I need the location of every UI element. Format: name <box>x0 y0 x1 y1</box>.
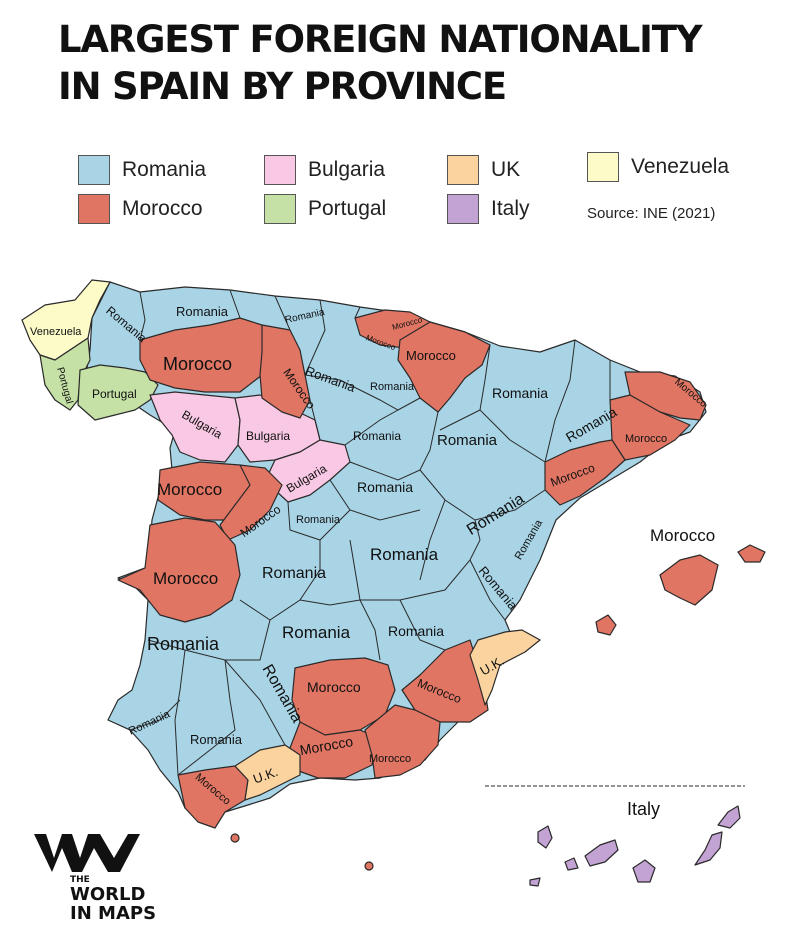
region-morocco-tarragona <box>544 439 626 506</box>
logo-in-maps: IN MAPS <box>70 903 157 924</box>
label-morocco-jaen: Morocco <box>307 679 361 695</box>
legend-swatch-bulgaria <box>264 155 296 185</box>
label-romania-huesca: Romania <box>492 385 548 401</box>
map-title: LARGEST FOREIGN NATIONALITY IN SPAIN BY … <box>58 16 778 110</box>
label-romania-toledo: Romania <box>262 565 326 582</box>
region-italy-hierro <box>529 877 541 887</box>
region-morocco-melilla <box>364 861 374 871</box>
label-italy-canary: Italy <box>627 799 660 819</box>
region-morocco-navarra <box>397 321 491 413</box>
region-morocco-menorca <box>737 544 766 563</box>
label-morocco-almeria: Morocco <box>369 753 411 765</box>
label-romania-rioja: Romania <box>370 381 415 393</box>
label-bulgaria-valladolid: Bulgaria <box>246 429 290 443</box>
source-note: Source: INE (2021) <box>587 205 716 222</box>
title-line-2: IN SPAIN BY PROVINCE <box>58 65 507 108</box>
label-morocco-navarra: Morocco <box>406 348 456 363</box>
label-venezuela: Venezuela <box>30 326 82 338</box>
legend-label-uk: UK <box>491 158 521 181</box>
region-morocco-cadiz <box>177 765 249 829</box>
region-italy-gomera <box>564 857 579 871</box>
label-morocco-barcelona: Morocco <box>625 433 667 445</box>
legend-label-italy: Italy <box>491 197 530 220</box>
region-italy-lanzarote <box>717 805 741 829</box>
legend-label-bulgaria: Bulgaria <box>308 158 386 181</box>
label-morocco-salamanca: Morocco <box>157 480 222 499</box>
the-world-in-maps-logo-icon <box>34 834 140 872</box>
legend-label-romania: Romania <box>122 158 207 181</box>
label-morocco-balearic: Morocco <box>650 526 715 545</box>
legend-swatch-romania <box>78 155 110 185</box>
region-portugal-ourense <box>77 364 159 421</box>
label-romania-ciudad-real: Romania <box>282 623 351 642</box>
label-romania-asturias-north: Romania <box>176 304 229 319</box>
title-line-1: LARGEST FOREIGN NATIONALITY <box>58 18 703 61</box>
region-italy-fuerteventura <box>694 831 723 866</box>
legend-swatch-uk <box>447 155 479 185</box>
label-romania-soria: Romania <box>353 429 401 443</box>
legend-label-venezuela: Venezuela <box>631 155 730 178</box>
label-romania-madrid: Romania <box>296 514 341 526</box>
label-romania-cuenca: Romania <box>370 545 439 564</box>
legend-label-portugal: Portugal <box>308 197 387 220</box>
label-romania-albacete: Romania <box>388 623 444 639</box>
label-morocco-asturias: Morocco <box>163 354 232 374</box>
region-italy-tenerife <box>584 839 619 867</box>
label-morocco-caceres: Morocco <box>153 569 218 588</box>
region-morocco-ceuta <box>230 833 240 843</box>
region-morocco-mallorca <box>659 554 719 606</box>
label-portugal-ourense: Portugal <box>92 387 137 401</box>
region-uk-alicante <box>469 629 541 706</box>
region-bulgaria-leon <box>149 391 241 463</box>
legend-swatch-italy <box>447 194 479 224</box>
region-morocco-almeria <box>364 704 441 779</box>
label-romania-badajoz: Romania <box>147 634 220 654</box>
region-uk-malaga <box>234 744 301 801</box>
region-morocco-caceres <box>117 517 241 623</box>
logo-wordmark: THE WORLD IN MAPS <box>70 875 156 923</box>
region-morocco-burgos <box>259 324 311 419</box>
label-romania-zaragoza: Romania <box>437 432 498 449</box>
province-borders <box>129 289 611 776</box>
label-romania-guadalajara: Romania <box>357 479 413 495</box>
logo-world: WORLD <box>70 884 146 905</box>
logo-the: THE <box>70 875 90 885</box>
label-romania-sevilla: Romania <box>190 732 243 747</box>
region-italy-la-palma <box>537 825 553 849</box>
region-morocco-avila <box>219 464 283 541</box>
region-italy-gran-canaria <box>632 859 656 883</box>
legend-swatch-morocco <box>78 194 110 224</box>
legend-label-morocco: Morocco <box>122 197 203 220</box>
legend-swatch-portugal <box>264 194 296 224</box>
region-morocco-ibiza <box>595 614 617 636</box>
legend-swatch-venezuela <box>587 152 619 182</box>
